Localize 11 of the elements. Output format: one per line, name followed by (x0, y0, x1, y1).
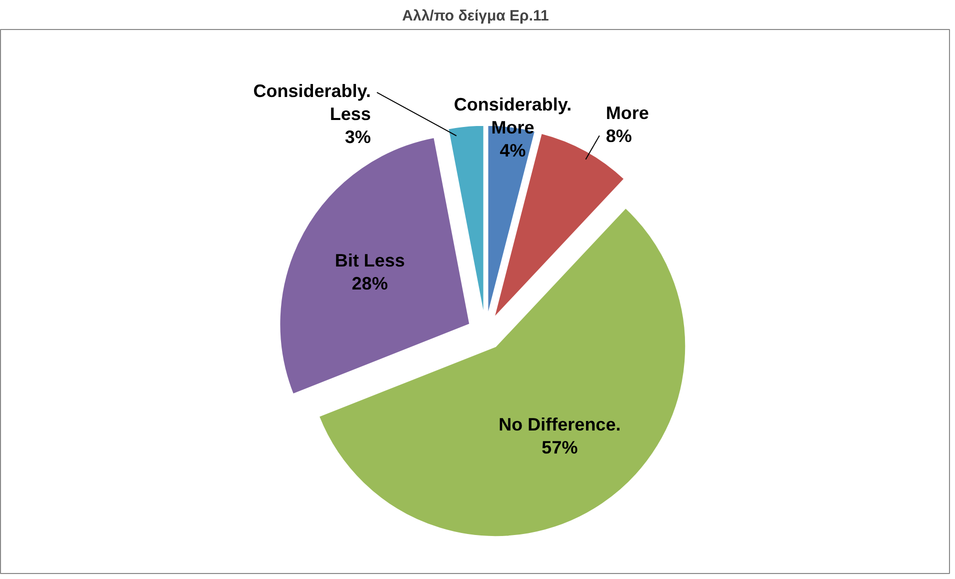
data-label: 8% (606, 126, 632, 146)
data-label: 57% (542, 438, 578, 458)
data-label: 3% (344, 127, 371, 148)
data-label: 28% (352, 274, 388, 294)
slice-label: Considerably. Less (253, 81, 371, 124)
data-label: 4% (500, 140, 526, 160)
slice-label: More (606, 103, 649, 124)
slice-label: Bit Less (334, 250, 405, 271)
slice-label: No Difference. (498, 414, 621, 435)
chart-title: Αλλ/πο δείγμα Ερ.11 (402, 8, 549, 24)
slice-label: Considerably. More (454, 94, 572, 138)
